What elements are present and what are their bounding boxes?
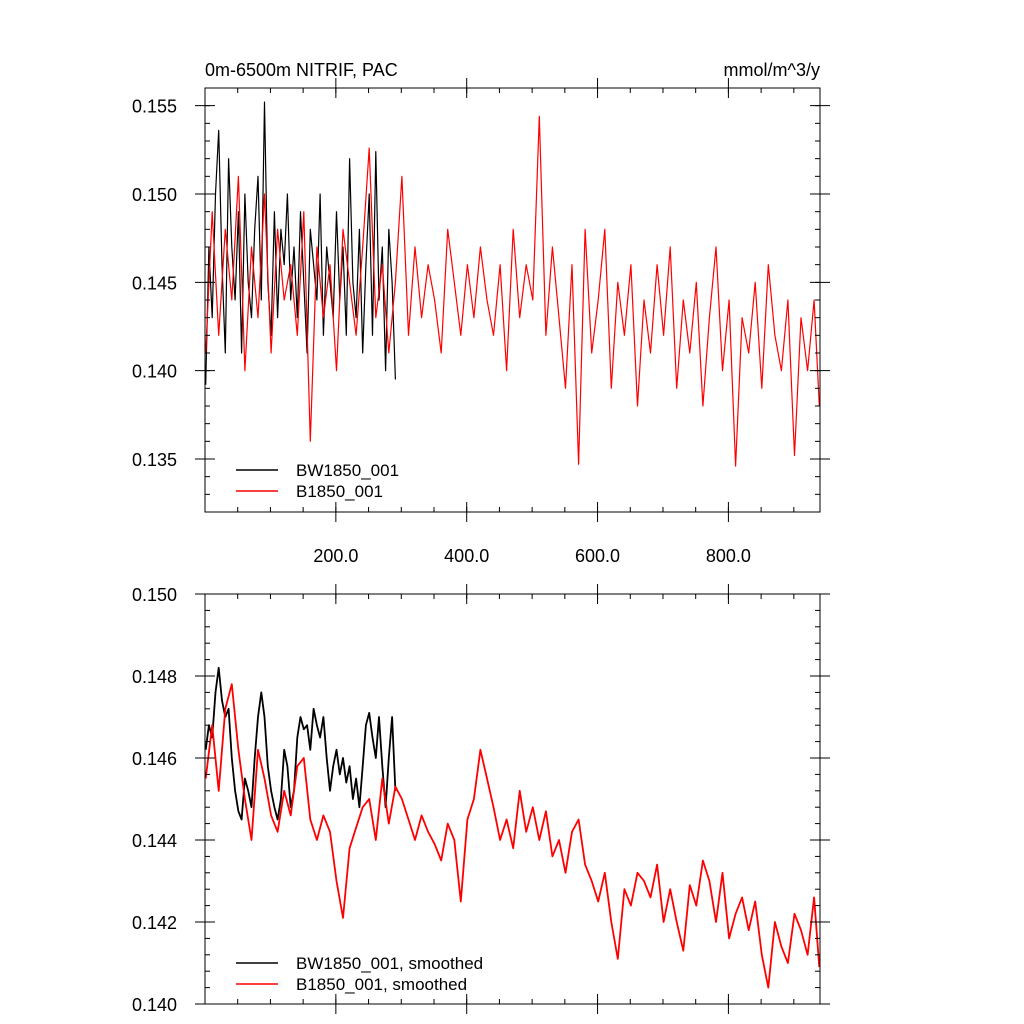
legend-label-1: B1850_001, smoothed <box>296 975 467 994</box>
plot-frame <box>204 593 821 1005</box>
y-tick-label: 0.145 <box>132 273 177 293</box>
x-tick-label: 200.0 <box>313 546 358 566</box>
units-label: mmol/m^3/y <box>724 60 820 80</box>
series-line-1 <box>204 683 821 989</box>
series-line-0 <box>204 666 397 821</box>
y-tick-label: 0.146 <box>132 749 177 769</box>
legend-label-0: BW1850_001, smoothed <box>296 954 483 973</box>
y-tick-label: 0.150 <box>132 185 177 205</box>
x-tick-label: 600.0 <box>575 546 620 566</box>
y-tick-label: 0.135 <box>132 450 177 470</box>
y-tick-label: 0.150 <box>132 585 177 605</box>
y-tick-label: 0.142 <box>132 913 177 933</box>
y-tick-label: 0.144 <box>132 831 177 851</box>
y-tick-label: 0.140 <box>132 362 177 382</box>
legend-label-1: B1850_001 <box>296 482 383 501</box>
x-tick-label: 400.0 <box>444 546 489 566</box>
y-tick-label: 0.148 <box>132 667 177 687</box>
x-tick-label: 800.0 <box>706 546 751 566</box>
y-tick-label: 0.155 <box>132 97 177 117</box>
chart-title: 0m-6500m NITRIF, PAC <box>205 60 398 80</box>
series-line-0 <box>205 101 396 385</box>
legend-label-0: BW1850_001 <box>296 461 399 480</box>
top-panel: 0.135 0.140 0.145 0.150 0.155 200.0 400.0 600.0… <box>132 60 830 566</box>
series-line-1 <box>205 115 820 467</box>
y-tick-label: 0.140 <box>132 995 177 1015</box>
bottom-panel: 0.140 0.142 0.144 0.146 0.148 0.150 BW1850_001… <box>132 584 830 1015</box>
